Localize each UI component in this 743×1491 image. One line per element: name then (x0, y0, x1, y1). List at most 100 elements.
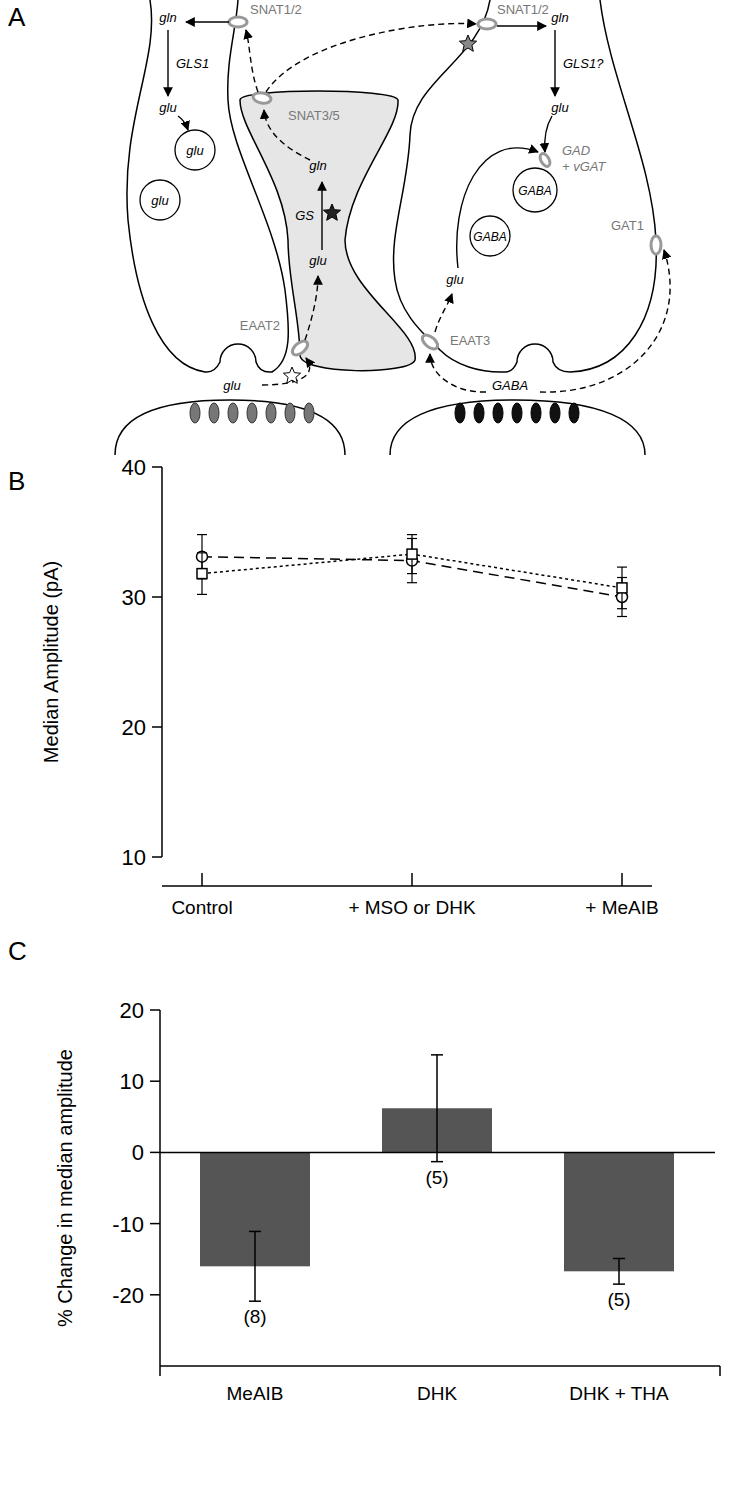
transporter (478, 19, 496, 29)
y-tick (152, 596, 162, 598)
diagram-label: GAD (562, 143, 590, 158)
error-cap (617, 616, 627, 617)
diagram-label: glu (551, 100, 568, 115)
bar (564, 1152, 674, 1271)
y-tick (150, 1152, 160, 1154)
diagram-label: gln (551, 10, 568, 25)
diagram-label: glu (446, 272, 463, 287)
y-tick (150, 1223, 160, 1225)
y-tick-label: 40 (122, 455, 146, 480)
marker-square (407, 549, 417, 559)
y-tick-label: 30 (122, 585, 146, 610)
y-axis-title: % Change in median amplitude (54, 1049, 76, 1327)
x-axis (162, 885, 652, 887)
gaba-receptor (474, 403, 484, 423)
x-tick-label: + MeAIB (585, 897, 658, 918)
plot-marks (200, 1055, 674, 1301)
dashed-arrow (305, 276, 318, 340)
error-bar (249, 1231, 261, 1301)
error-stem (436, 1055, 438, 1162)
y-tick (152, 466, 162, 468)
error-cap (249, 1300, 261, 1302)
x-tick (411, 873, 413, 886)
y-tick (152, 856, 162, 858)
vesicle (470, 216, 510, 256)
dashed-arrow (430, 354, 486, 392)
transporter (420, 332, 440, 351)
x-axis-end-tick (719, 1366, 721, 1376)
error-cap (431, 1054, 443, 1056)
x-tick-label: DHK + THA (569, 1383, 669, 1404)
glutamatergic-terminal (127, 0, 288, 372)
error-cap (613, 1258, 625, 1260)
marker-square (197, 569, 207, 579)
dashed-arrow (262, 358, 310, 385)
diagram-label: glu (151, 193, 168, 208)
glutamate-receptor (228, 403, 238, 423)
transporter (229, 17, 247, 27)
arrow (545, 116, 552, 152)
gaba-receptor (550, 403, 560, 423)
vesicle (140, 180, 180, 220)
glutamate-receptor (209, 403, 219, 423)
dashed-arrow (246, 30, 258, 92)
n-label: (8) (243, 1306, 266, 1327)
error-cap (617, 566, 627, 567)
zero-line (160, 1152, 715, 1154)
y-axis (161, 467, 163, 857)
y-tick-label: 10 (120, 1069, 144, 1094)
diagram-label: glu (309, 253, 326, 268)
diagram-label: + vGAT (562, 159, 607, 174)
diagram-label: EAAT2 (240, 318, 280, 333)
arrow (178, 116, 188, 130)
glia (240, 91, 415, 371)
panel-letter: A (8, 2, 26, 32)
diagram-label: gln (309, 158, 326, 173)
error-cap (407, 573, 417, 574)
panel-a: AglnSNAT1/2GLS1glugluglugluSNAT3/5glnGSg… (8, 0, 670, 455)
diagram-label: GAT1 (611, 218, 644, 233)
arrow (554, 30, 555, 96)
transporter (290, 338, 310, 357)
gaba-receptor (569, 403, 579, 423)
y-tick-label: 10 (122, 845, 146, 870)
y-tick-label: 20 (122, 715, 146, 740)
vesicle (175, 130, 215, 170)
diagram-label: gln (159, 10, 176, 25)
diagram-label: glu (223, 378, 240, 393)
marker-square (617, 583, 627, 593)
plot-marks (197, 535, 628, 617)
error-stem (254, 1231, 256, 1301)
error-cap (407, 582, 417, 583)
y-tick (150, 1080, 160, 1082)
gaba-receptor (512, 403, 522, 423)
glutamate-receptor (304, 403, 314, 423)
panel-line: B10203040Median Amplitude (pA)Control+ M… (8, 455, 659, 918)
arrow (186, 21, 229, 22)
x-tick-label: MeAIB (226, 1383, 283, 1404)
error-cap (613, 1283, 625, 1285)
glutamate-receptor (285, 403, 295, 423)
x-tick (621, 873, 623, 886)
star (283, 367, 300, 383)
error-bar (617, 567, 627, 609)
transporter (538, 152, 552, 168)
dashed-arrow (540, 250, 670, 392)
error-bar (407, 535, 417, 574)
postsynaptic-right (390, 400, 645, 455)
error-cap (197, 534, 207, 535)
diagram-label: glu (186, 143, 203, 158)
vesicle (513, 168, 557, 212)
glutamate-receptor (266, 403, 276, 423)
panel-letter: C (8, 936, 27, 966)
glutamate-receptor (190, 403, 200, 423)
error-bar (197, 553, 207, 595)
dashed-arrow (435, 294, 452, 332)
error-bar (431, 1055, 443, 1162)
diagram-label: GLS1? (563, 56, 604, 71)
panel-bar: C-20-1001020% Change in median amplitude… (8, 936, 720, 1404)
star (459, 35, 476, 51)
diagram-label: GABA (518, 184, 551, 198)
y-axis-title: Median Amplitude (pA) (40, 561, 62, 763)
dashed-arrow (266, 24, 476, 92)
